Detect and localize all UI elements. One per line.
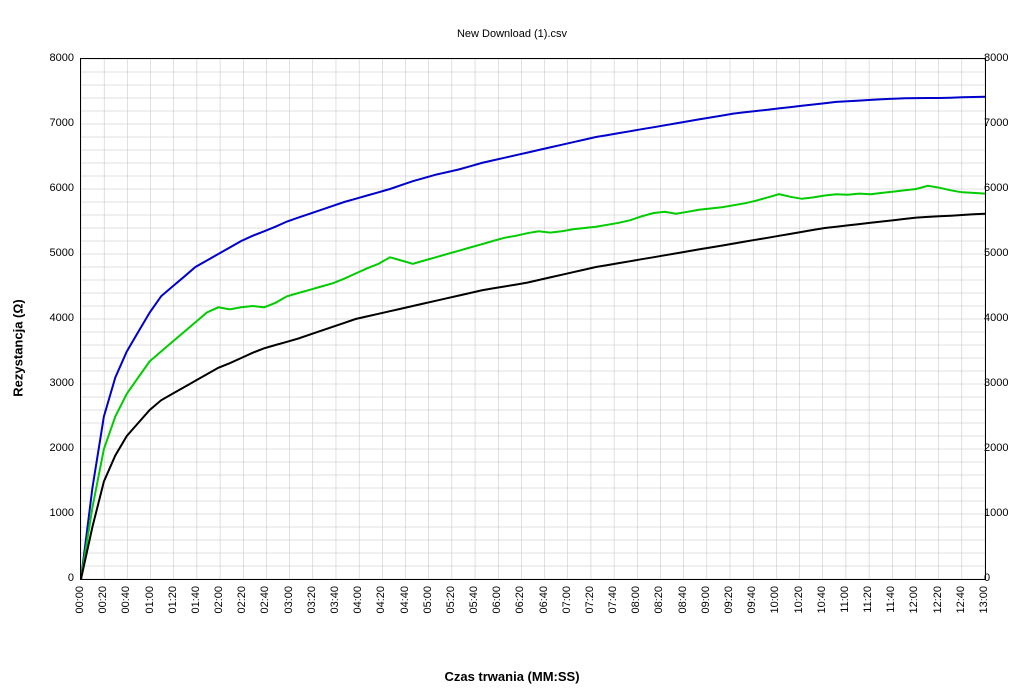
y-axis-label: Rezystancja (Ω)	[11, 299, 26, 396]
xtick: 09:00	[700, 586, 712, 614]
xtick: 03:20	[306, 586, 318, 614]
chart-title: New Download (1).csv	[0, 28, 1024, 40]
xtick: 08:00	[630, 586, 642, 614]
ytick-left: 0	[34, 572, 74, 584]
xtick: 00:40	[120, 586, 132, 614]
xtick: 02:40	[259, 586, 271, 614]
x-axis-label: Czas trwania (MM:SS)	[0, 669, 1024, 684]
ytick-right: 5000	[984, 247, 1024, 259]
ytick-right: 8000	[984, 52, 1024, 64]
ytick-left: 3000	[34, 377, 74, 389]
xtick: 07:20	[584, 586, 596, 614]
xtick: 01:20	[167, 586, 179, 614]
ytick-left: 7000	[34, 117, 74, 129]
xtick: 02:00	[213, 586, 225, 614]
xtick: 08:40	[677, 586, 689, 614]
xtick: 05:00	[422, 586, 434, 614]
xtick: 10:20	[793, 586, 805, 614]
xtick: 02:20	[236, 586, 248, 614]
data-lines	[81, 59, 985, 579]
xtick: 12:20	[932, 586, 944, 614]
xtick: 04:00	[352, 586, 364, 614]
ytick-left: 4000	[34, 312, 74, 324]
xtick: 01:00	[144, 586, 156, 614]
ytick-left: 5000	[34, 247, 74, 259]
xtick: 11:40	[885, 586, 897, 613]
xtick: 05:20	[445, 586, 457, 614]
xtick: 00:00	[74, 586, 86, 614]
ytick-right: 7000	[984, 117, 1024, 129]
xtick: 03:00	[283, 586, 295, 614]
xtick: 04:20	[375, 586, 387, 614]
ytick-right: 3000	[984, 377, 1024, 389]
xtick: 08:20	[653, 586, 665, 614]
xtick: 10:00	[769, 586, 781, 614]
series-blue	[81, 97, 985, 579]
xtick: 13:00	[978, 586, 990, 614]
xtick: 09:20	[723, 586, 735, 614]
xtick: 07:00	[561, 586, 573, 614]
xtick: 07:40	[607, 586, 619, 614]
ytick-right: 0	[984, 572, 1024, 584]
ytick-left: 6000	[34, 182, 74, 194]
ytick-right: 4000	[984, 312, 1024, 324]
ytick-left: 8000	[34, 52, 74, 64]
ytick-left: 1000	[34, 507, 74, 519]
xtick: 10:40	[816, 586, 828, 614]
ytick-right: 2000	[984, 442, 1024, 454]
ytick-right: 6000	[984, 182, 1024, 194]
xtick: 09:40	[746, 586, 758, 614]
xtick: 04:40	[399, 586, 411, 614]
xtick: 00:20	[97, 586, 109, 614]
xtick: 12:40	[955, 586, 967, 614]
xtick: 06:20	[514, 586, 526, 614]
series-black	[81, 214, 985, 579]
series-green	[81, 186, 985, 579]
xtick: 03:40	[329, 586, 341, 614]
xtick: 12:00	[908, 586, 920, 614]
ytick-right: 1000	[984, 507, 1024, 519]
xtick: 11:00	[839, 586, 851, 613]
xtick: 06:00	[491, 586, 503, 614]
xtick: 01:40	[190, 586, 202, 614]
xtick: 05:40	[468, 586, 480, 614]
ytick-left: 2000	[34, 442, 74, 454]
plot-area	[80, 58, 986, 580]
xtick: 11:20	[862, 586, 874, 613]
xtick: 06:40	[538, 586, 550, 614]
